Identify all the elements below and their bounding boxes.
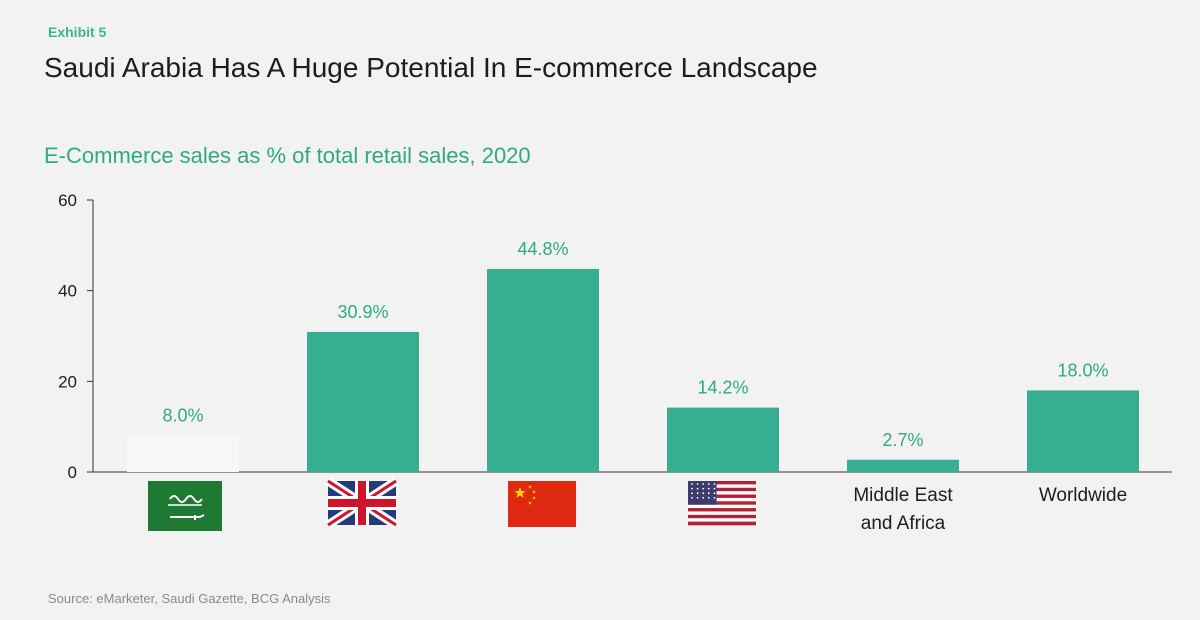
china-flag-small-star-3 — [532, 496, 536, 500]
saudi-flag-sword — [170, 514, 205, 518]
saudi-flag-field — [148, 481, 222, 531]
bar-0 — [127, 435, 239, 472]
category-label-4-line-0: Middle East — [853, 485, 953, 506]
us-flag-stripe-11 — [688, 518, 756, 522]
bars — [127, 268, 1139, 472]
us-flag-stripe-4 — [688, 494, 756, 499]
us-flag-star — [691, 483, 693, 485]
us-flag-star — [696, 492, 699, 495]
us-flag-star — [707, 496, 710, 499]
data-labels: 8.0% 30.9% 44.8% 14.2% 2.7% 18.0% — [162, 239, 1108, 450]
y-tick-label-20: 20 — [58, 372, 77, 391]
data-label-4: 2.7% — [882, 430, 923, 450]
exhibit-label: Exhibit 5 — [48, 24, 107, 40]
us-flag-star — [707, 487, 710, 490]
page-title: Saudi Arabia Has A Huge Potential In E-c… — [44, 52, 818, 83]
china-flag-small-star-4 — [528, 501, 532, 505]
china-flag-field — [508, 481, 576, 527]
us-flag-star — [702, 483, 705, 485]
us-flag-icon — [688, 481, 756, 526]
y-tick-label-60: 60 — [58, 191, 77, 210]
bar-5 — [1027, 390, 1139, 472]
us-flag-stripe-6 — [688, 501, 756, 505]
category-label-5-line-0: Worldwide — [1039, 485, 1127, 506]
us-flag-stripe-8 — [688, 508, 756, 512]
us-flag-star — [713, 483, 716, 485]
china-flag-big-star — [514, 487, 526, 498]
bar-chart: 0 20 40 60 8.0% 30.9% 44.8% 14.2% 2.7% 18.0% Mid… — [58, 191, 1172, 534]
us-flag-star — [713, 496, 716, 499]
us-flag-stripe-12 — [688, 521, 756, 526]
us-flag-star — [702, 487, 705, 490]
uk-flag-cross-red-h — [328, 499, 396, 507]
china-flag-small-star-1 — [528, 485, 532, 489]
bar-3 — [667, 407, 779, 472]
bar-2 — [487, 268, 599, 472]
data-label-2: 44.8% — [517, 239, 568, 259]
us-flag-star — [691, 496, 693, 499]
category-labels: Middle East and Africa Worldwide — [148, 477, 1127, 534]
china-flag-small-star-2 — [532, 490, 536, 494]
category-label-4-line-1: and Africa — [861, 513, 946, 534]
us-flag-stripe-3 — [688, 491, 756, 495]
saudi-arabia-flag-icon — [148, 481, 222, 531]
china-flag-icon — [508, 481, 576, 527]
us-flag-star — [696, 483, 699, 485]
bar-1 — [307, 331, 419, 472]
us-flag-stripe-0 — [688, 481, 756, 485]
us-flag-stripe-9 — [688, 511, 756, 516]
us-flag-stripe-5 — [688, 497, 756, 502]
us-flag-star — [713, 487, 716, 490]
us-flag-star — [691, 492, 693, 495]
us-flag-star — [696, 487, 699, 490]
bar-4 — [847, 459, 959, 472]
y-tick-label-0: 0 — [68, 463, 77, 482]
us-flag-stripe-1 — [688, 484, 756, 489]
data-label-0: 8.0% — [162, 406, 203, 426]
chart-title: E-Commerce sales as % of total retail sa… — [44, 143, 531, 168]
saudi-flag-script — [169, 495, 203, 503]
source-note: Source: eMarketer, Saudi Gazette, BCG An… — [48, 591, 331, 606]
us-flag-star — [707, 483, 710, 485]
us-flag-star — [707, 492, 710, 495]
us-flag-stripe-2 — [688, 487, 756, 492]
us-flag-stripe-10 — [688, 514, 756, 519]
us-flag-star — [713, 492, 716, 495]
us-flag-star — [691, 487, 693, 490]
y-axis-ticks: 0 20 40 60 — [58, 191, 93, 482]
us-flag-stripe-7 — [688, 504, 756, 509]
us-flag-star — [702, 492, 705, 495]
us-flag-star — [702, 496, 705, 499]
saudi-flag-sword-hilt — [194, 515, 196, 520]
uk-flag-icon — [325, 477, 399, 529]
y-tick-label-40: 40 — [58, 282, 77, 301]
data-label-5: 18.0% — [1057, 360, 1108, 380]
data-label-3: 14.2% — [697, 378, 748, 398]
data-label-1: 30.9% — [337, 302, 388, 322]
us-flag-canton — [688, 481, 717, 505]
us-flag-star — [696, 496, 699, 499]
